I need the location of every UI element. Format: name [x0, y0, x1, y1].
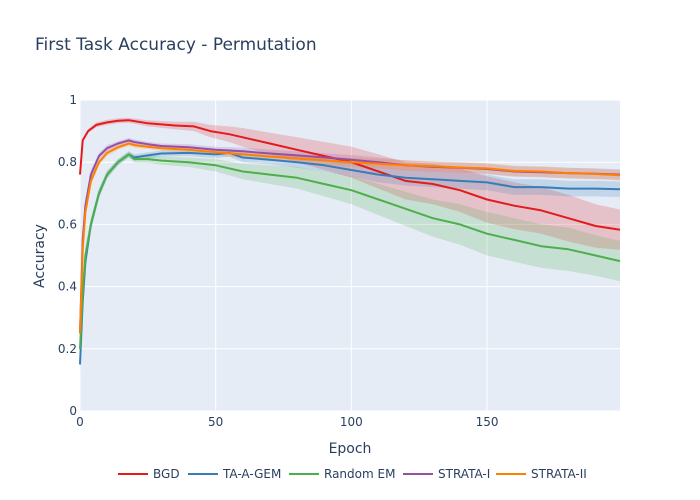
series-lines: [79, 119, 621, 365]
legend-item-strata-ii[interactable]: STRATA-II: [496, 467, 587, 481]
band-random-em: [80, 151, 620, 359]
line-strata-ii: [79, 142, 621, 334]
y-tick-label: 0.8: [58, 155, 77, 169]
legend: BGD TA-A-GEM Random EM STRATA-I STRATA-II: [118, 467, 587, 481]
y-tick-label: 1: [69, 93, 77, 107]
y-tick-label: 0: [69, 404, 77, 418]
x-tick-label: 0: [76, 415, 84, 429]
legend-label: STRATA-I: [438, 467, 490, 481]
confidence-bands: [80, 117, 620, 371]
legend-label: TA-A-GEM: [222, 467, 281, 481]
grid: [79, 99, 620, 412]
x-axis-title: Epoch: [329, 441, 372, 457]
legend-label: Random EM: [324, 467, 395, 481]
line-bgd: [79, 119, 621, 231]
y-axis-title: Accuracy: [32, 224, 48, 288]
y-tick-label: 0.4: [58, 280, 77, 294]
line-random-em: [79, 153, 621, 349]
legend-item-random-em[interactable]: Random EM: [289, 467, 395, 481]
x-axis-ticks: 0 50 100 150: [76, 415, 498, 429]
x-tick-label: 50: [208, 415, 223, 429]
x-tick-label: 150: [476, 415, 499, 429]
chart-title: First Task Accuracy - Permutation: [35, 35, 317, 55]
legend-item-strata-i[interactable]: STRATA-I: [403, 467, 490, 481]
plot-area: [80, 100, 620, 411]
legend-label: BGD: [153, 467, 180, 481]
band-bgd: [80, 117, 620, 250]
legend-item-bgd[interactable]: BGD: [118, 467, 180, 481]
x-tick-label: 100: [340, 415, 363, 429]
legend-item-ta-a-gem[interactable]: TA-A-GEM: [188, 467, 281, 481]
y-axis-ticks: 0 0.2 0.4 0.6 0.8 1: [58, 93, 77, 418]
y-tick-label: 0.6: [58, 217, 77, 231]
y-tick-label: 0.2: [58, 342, 77, 356]
legend-label: STRATA-II: [531, 467, 587, 481]
